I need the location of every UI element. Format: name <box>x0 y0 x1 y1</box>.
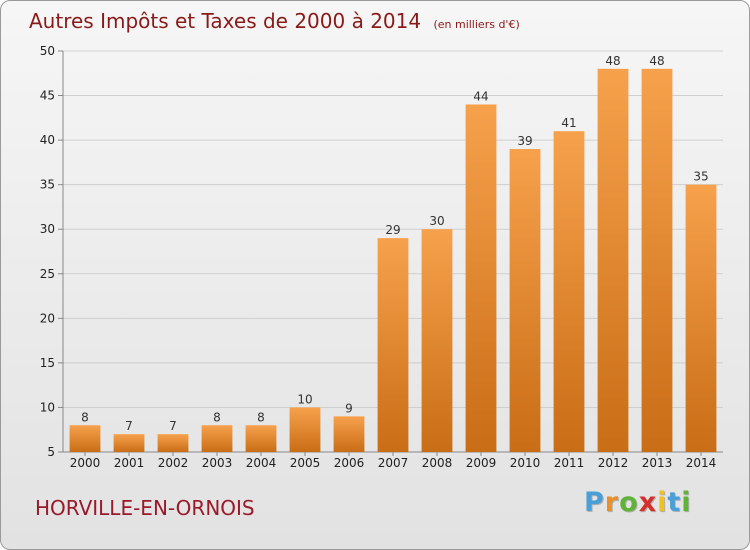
chart-title-main: Autres Impôts et Taxes de 2000 à 2014 <box>29 9 422 33</box>
bar-2006 <box>333 416 365 452</box>
value-label: 44 <box>473 89 488 103</box>
bar-2009 <box>465 104 497 452</box>
value-label: 8 <box>213 410 221 424</box>
x-tick-label: 2011 <box>554 456 585 470</box>
x-tick-label: 2006 <box>334 456 365 470</box>
value-label: 8 <box>257 410 265 424</box>
x-tick-label: 2004 <box>246 456 277 470</box>
bar-2007 <box>377 238 409 452</box>
x-tick-label: 2007 <box>378 456 409 470</box>
x-tick-label: 2009 <box>466 456 497 470</box>
x-tick-label: 2014 <box>686 456 717 470</box>
logo-letter: i <box>681 487 692 518</box>
y-tick-label: 50 <box>40 44 55 58</box>
bar-2010 <box>509 149 541 452</box>
bar-2005 <box>289 407 321 452</box>
x-tick-label: 2000 <box>70 456 101 470</box>
x-tick-label: 2010 <box>510 456 541 470</box>
bar-2003 <box>201 425 233 452</box>
y-tick-label: 15 <box>40 356 55 370</box>
y-tick-label: 20 <box>40 311 55 325</box>
bar-2011 <box>553 131 585 452</box>
value-label: 30 <box>429 214 444 228</box>
x-tick-label: 2012 <box>598 456 629 470</box>
value-label: 7 <box>169 419 177 433</box>
municipality-name: HORVILLE-EN-ORNOIS <box>35 496 255 520</box>
y-tick-label: 45 <box>40 89 55 103</box>
y-tick-label: 10 <box>40 400 55 414</box>
bar-2000 <box>69 425 101 452</box>
x-tick-label: 2002 <box>158 456 189 470</box>
logo-letter: o <box>619 487 639 518</box>
chart-title-unit: (en milliers d'€) <box>433 18 520 31</box>
value-label: 7 <box>125 419 133 433</box>
bar-2012 <box>597 68 629 453</box>
labels: 5 10 15 20 25 30 35 40 45 50 2000 8 2001 7 2002 7 2003 8 2… <box>40 44 717 470</box>
y-tick-label: 35 <box>40 178 55 192</box>
bar-2001 <box>113 434 145 452</box>
value-label: 41 <box>561 116 576 130</box>
logo-letter: r <box>604 487 620 518</box>
x-tick-label: 2003 <box>202 456 233 470</box>
y-tick-label: 30 <box>40 222 55 236</box>
value-label: 29 <box>385 223 400 237</box>
value-label: 10 <box>297 392 312 406</box>
logo-letter: i <box>657 487 668 518</box>
value-label: 48 <box>649 54 664 68</box>
chart-title: Autres Impôts et Taxes de 2000 à 2014 (e… <box>29 9 520 33</box>
value-label: 35 <box>693 170 708 184</box>
proxiti-logo: Proxiti <box>584 487 692 518</box>
y-tick-label: 40 <box>40 133 55 147</box>
x-tick-label: 2005 <box>290 456 321 470</box>
y-tick-label: 5 <box>47 445 55 459</box>
logo-letter: P <box>584 487 605 518</box>
value-label: 8 <box>81 410 89 424</box>
bars <box>69 68 717 453</box>
value-label: 9 <box>345 401 353 415</box>
x-tick-label: 2001 <box>114 456 145 470</box>
y-tick-label: 25 <box>40 267 55 281</box>
bar-2013 <box>641 68 673 453</box>
logo-letter: x <box>638 487 658 518</box>
x-tick-label: 2013 <box>642 456 673 470</box>
bar-2008 <box>421 229 453 452</box>
value-label: 39 <box>517 134 532 148</box>
value-label: 48 <box>605 54 620 68</box>
bar-2014 <box>685 184 717 452</box>
logo-letter: t <box>667 487 682 518</box>
bar-2002 <box>157 434 189 452</box>
x-tick-label: 2008 <box>422 456 453 470</box>
bar-2004 <box>245 425 277 452</box>
